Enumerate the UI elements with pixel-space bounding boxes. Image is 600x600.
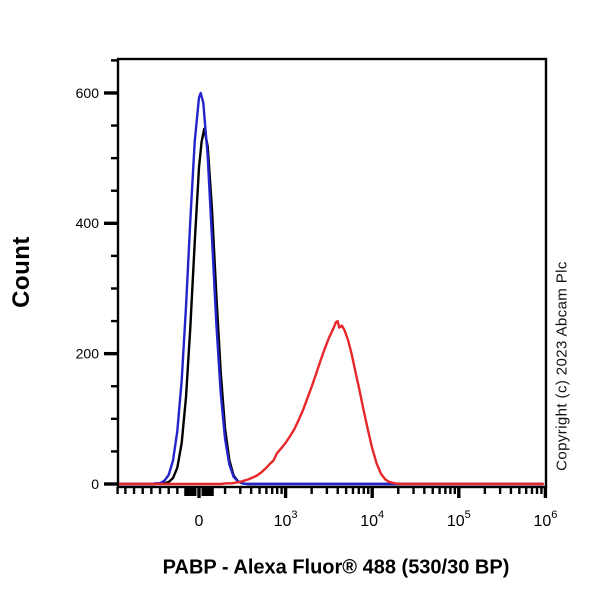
y-tick-label: 400 <box>76 215 100 231</box>
y-axis-title: Count <box>8 236 35 308</box>
y-tick-label: 0 <box>91 476 99 492</box>
y-axis <box>104 59 118 486</box>
x-tick-label: 103 <box>274 509 298 530</box>
y-tick-label: 200 <box>76 346 100 362</box>
x-tick-label: 105 <box>447 509 471 530</box>
x-tick-label: 104 <box>360 509 384 530</box>
red-curve <box>119 319 544 486</box>
copyright-text: Copyright (c) 2023 Abcam Plc <box>553 261 571 471</box>
x-axis-title: PABP - Alexa Fluor® 488 (530/30 BP) <box>162 556 510 579</box>
x-tick-label: 0 <box>195 513 204 530</box>
x-axis <box>116 487 548 498</box>
curves <box>119 91 544 486</box>
y-tick-label: 600 <box>76 85 100 101</box>
plot-box <box>116 57 548 489</box>
blue-curve <box>119 91 544 486</box>
x-tick-label: 106 <box>533 509 557 530</box>
